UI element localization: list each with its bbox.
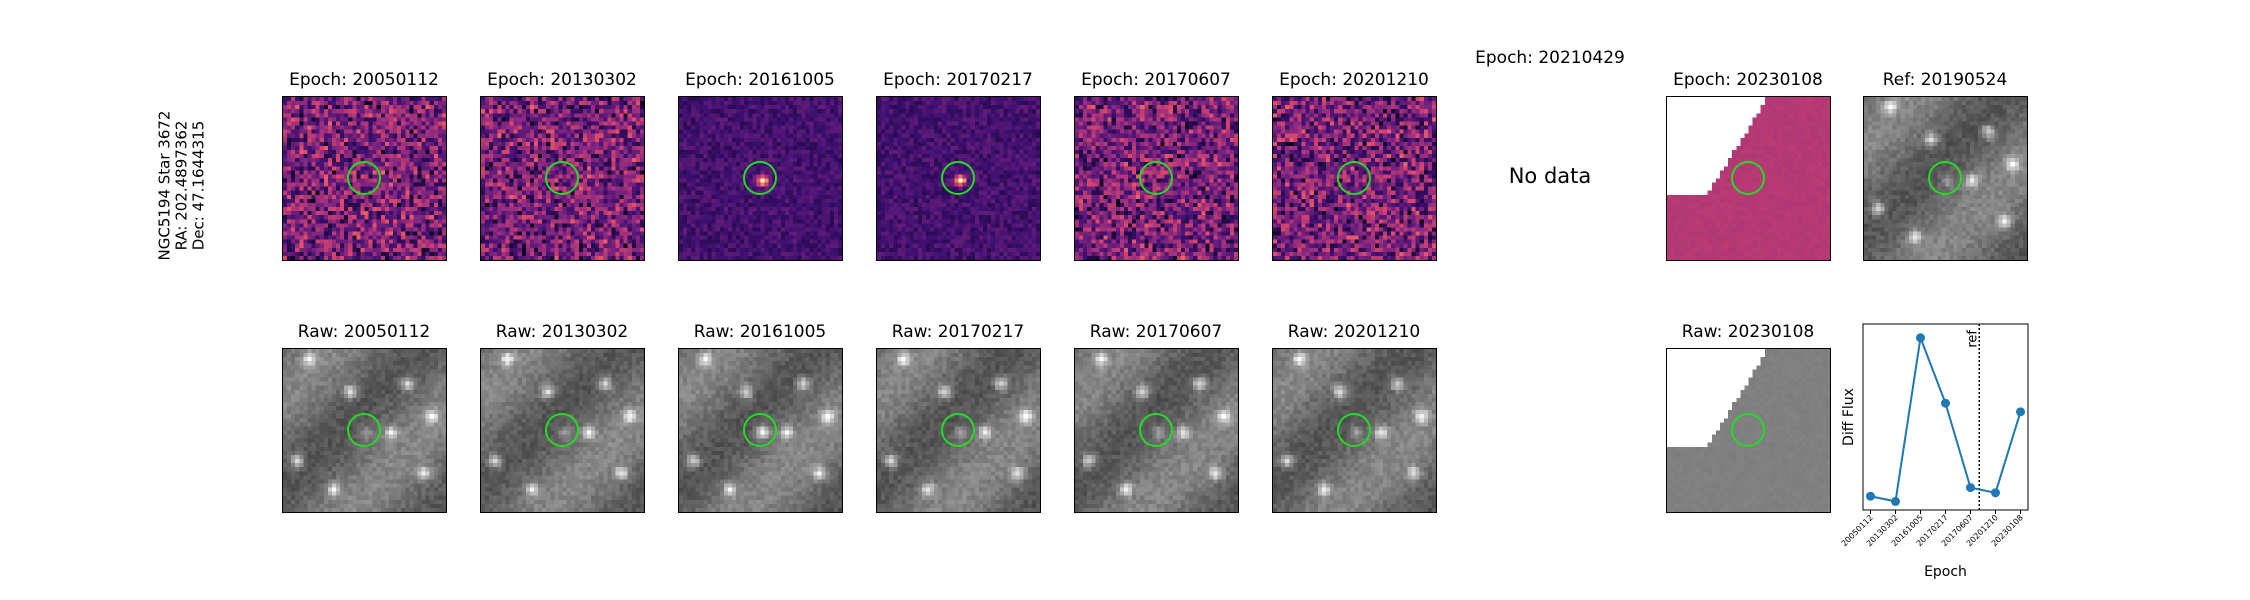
data-point (1891, 496, 1900, 506)
raw-edge-panel-title: Raw: 20230108 (1681, 322, 1815, 342)
object-name: NGC5194 Star 3672 (155, 110, 174, 261)
image-panel (1666, 96, 1831, 261)
series-line (1870, 333, 2022, 503)
image-panel (678, 96, 843, 261)
diff-panel-title: Epoch: 20201210 (1279, 70, 1429, 90)
aperture-ring (347, 161, 381, 195)
plot-frame (1862, 323, 2029, 511)
image-panel (480, 348, 645, 513)
raw-panel-title: Raw: 20201210 (1287, 322, 1421, 342)
object-label: NGC5194 Star 3672 RA: 202.4897362 Dec: 47.… (155, 106, 208, 266)
aperture-ring (743, 413, 777, 447)
raw-panel-title: Raw: 20161005 (693, 322, 827, 342)
image-panel (480, 96, 645, 261)
aperture-ring (743, 161, 777, 195)
aperture-ring (941, 413, 975, 447)
y-axis-label: Diff Flux (1841, 388, 1857, 446)
no-data-message: No data (1508, 164, 1592, 188)
edge-panel-title: Epoch: 20230108 (1673, 70, 1823, 90)
aperture-ring (1731, 413, 1765, 447)
diff-panel-title: Epoch: 20170607 (1081, 70, 1231, 90)
diff-flux-chart: ref2005011220130302201610052017021720170… (1840, 323, 2029, 580)
image-panel (1666, 348, 1831, 513)
diff-panel-title: Epoch: 20050112 (289, 70, 439, 90)
aperture-ring (1928, 161, 1962, 195)
image-panel (876, 348, 1041, 513)
ref-line-label: ref (1965, 330, 1980, 348)
aperture-ring (941, 161, 975, 195)
data-point (1991, 488, 2000, 498)
object-ra: RA: 202.4897362 (172, 120, 191, 251)
diff-panel-title: Epoch: 20170217 (883, 70, 1033, 90)
raw-panel-title: Raw: 20170607 (1089, 322, 1223, 342)
image-panel (282, 96, 447, 261)
data-point (2016, 407, 2025, 417)
image-panel (1272, 348, 1437, 513)
image-panel (282, 348, 447, 513)
diff-panel-title: Epoch: 20130302 (487, 70, 637, 90)
aperture-ring (1337, 161, 1371, 195)
raw-panel-title: Raw: 20050112 (297, 322, 431, 342)
raw-panel-title: Raw: 20130302 (495, 322, 629, 342)
data-point (1941, 398, 1950, 408)
image-panel (1074, 348, 1239, 513)
aperture-ring (347, 413, 381, 447)
aperture-ring (545, 413, 579, 447)
aperture-ring (1731, 161, 1765, 195)
object-dec: Dec: 47.1644315 (189, 120, 208, 251)
aperture-ring (1337, 413, 1371, 447)
image-panel (1863, 96, 2028, 261)
diff-panel-title: Epoch: 20161005 (685, 70, 835, 90)
aperture-ring (1139, 413, 1173, 447)
data-point (1866, 491, 1875, 501)
x-axis-label: Epoch (1924, 564, 1967, 580)
data-point (1916, 333, 1925, 343)
ref-panel-title: Ref: 20190524 (1882, 70, 2008, 90)
image-panel (678, 348, 843, 513)
image-panel (1272, 96, 1437, 261)
aperture-ring (545, 161, 579, 195)
image-panel (876, 96, 1041, 261)
image-panel (1074, 96, 1239, 261)
missing-panel-title: Epoch: 20210429 (1475, 48, 1625, 68)
data-point (1966, 483, 1975, 493)
aperture-ring (1139, 161, 1173, 195)
raw-panel-title: Raw: 20170217 (891, 322, 1025, 342)
